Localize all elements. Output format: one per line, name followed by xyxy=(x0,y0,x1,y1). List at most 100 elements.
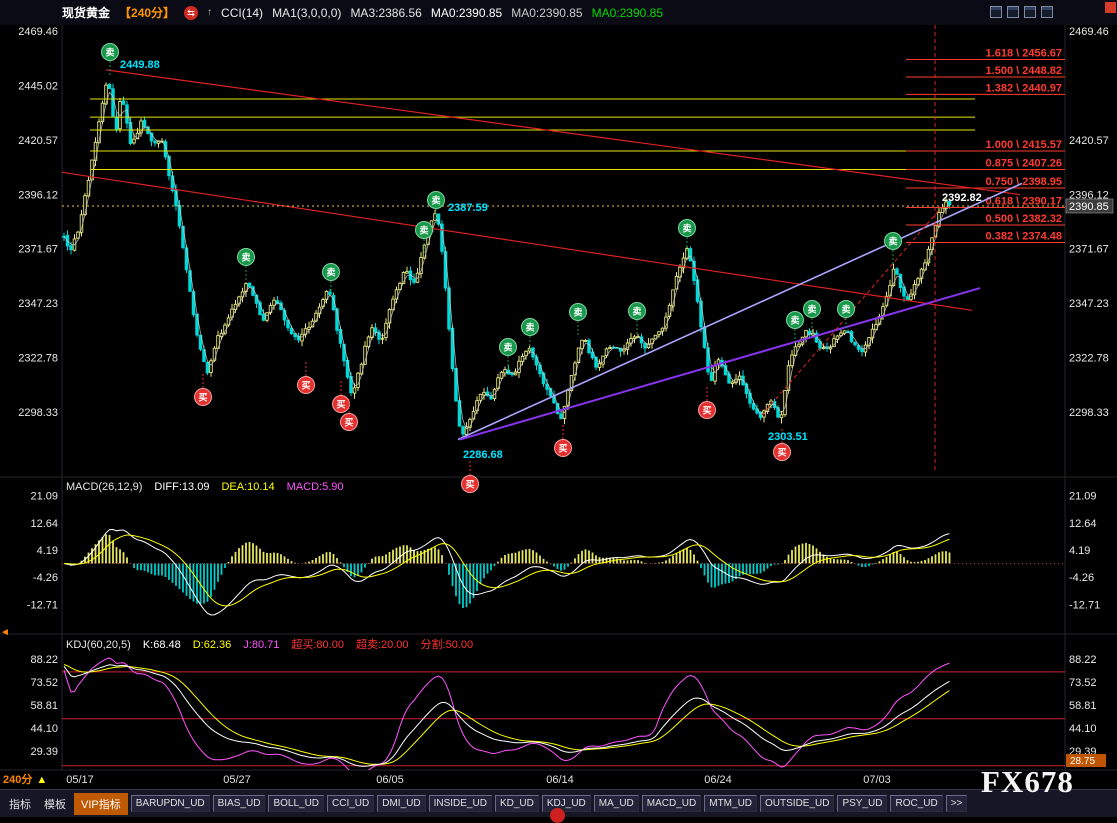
tab-macd_ud[interactable]: MACD_UD xyxy=(642,795,701,812)
taskbar-red-dot[interactable] xyxy=(550,808,565,823)
tab-dmi_ud[interactable]: DMI_UD xyxy=(377,795,425,812)
tab-cci_ud[interactable]: CCI_UD xyxy=(327,795,374,812)
tab-ma_ud[interactable]: MA_UD xyxy=(594,795,639,812)
svg-text:2371.67: 2371.67 xyxy=(1069,244,1109,256)
svg-text:-4.26: -4.26 xyxy=(33,572,58,584)
tab-bias_ud[interactable]: BIAS_UD xyxy=(213,795,266,812)
svg-text:2420.57: 2420.57 xyxy=(1069,135,1109,147)
trade-markers: 卖卖卖卖卖卖卖卖卖卖卖卖卖卖买买买买买买买买 xyxy=(102,44,902,493)
fib-label: 0.500 \ 2382.32 xyxy=(986,213,1062,225)
svg-text:07/03: 07/03 xyxy=(863,774,891,786)
svg-text:2371.67: 2371.67 xyxy=(18,244,58,256)
svg-text:06/05: 06/05 xyxy=(376,774,404,786)
close-icon[interactable] xyxy=(1105,2,1116,13)
ma-label-3: MA0:2390.85 xyxy=(431,6,502,20)
ma-label-4: MA0:2390.85 xyxy=(511,6,582,20)
svg-text:2298.33: 2298.33 xyxy=(1069,407,1109,419)
menu-indicators[interactable]: 指标 xyxy=(4,794,36,814)
ma-label-2: MA3:2386.56 xyxy=(350,6,421,20)
tab-roc_ud[interactable]: ROC_UD xyxy=(890,795,942,812)
tab-barupdn_ud[interactable]: BARUPDN_UD xyxy=(131,795,210,812)
period-label: 【240分】 xyxy=(119,4,175,21)
trend-lines xyxy=(62,70,1022,440)
svg-text:-12.71: -12.71 xyxy=(1069,599,1100,611)
svg-text:29.39: 29.39 xyxy=(30,746,58,758)
period-axis-label: 240分▲ xyxy=(3,772,47,786)
window-layout-controls xyxy=(990,6,1053,18)
indicator-arrow-icon: ↑ xyxy=(207,7,212,18)
tab-boll_ud[interactable]: BOLL_UD xyxy=(268,795,324,812)
price-label: 2286.68 xyxy=(463,449,503,461)
tab-kdj_ud[interactable]: KDJ_UD xyxy=(542,795,591,812)
symbol-title: 现货黄金 xyxy=(62,4,110,21)
svg-text:卖: 卖 xyxy=(326,267,335,278)
svg-text:05/17: 05/17 xyxy=(66,774,94,786)
svg-text:卖: 卖 xyxy=(241,252,250,263)
panel-collapse-icon[interactable]: ◄ xyxy=(0,627,10,638)
svg-text:买: 买 xyxy=(702,406,711,416)
svg-text:卖: 卖 xyxy=(682,223,691,234)
svg-text:2298.33: 2298.33 xyxy=(18,407,58,419)
svg-text:2445.02: 2445.02 xyxy=(18,80,58,92)
fib-label: 0.750 \ 2398.95 xyxy=(986,176,1062,188)
price-label: 2392.82 xyxy=(942,192,982,204)
layout-icon-1[interactable] xyxy=(990,6,1002,18)
svg-text:2322.78: 2322.78 xyxy=(1069,353,1109,365)
svg-text:卖: 卖 xyxy=(431,195,440,206)
menu-templates[interactable]: 模板 xyxy=(39,794,71,814)
top-toolbar: 现货黄金 【240分】 ⇆ ↑ CCI(14) MA1(3,0,0,0)MA3:… xyxy=(0,0,1117,25)
svg-text:卖: 卖 xyxy=(573,307,582,318)
svg-text:44.10: 44.10 xyxy=(1069,723,1097,735)
fib-label: 0.382 \ 2374.48 xyxy=(986,231,1062,243)
ma-label-1: MA1(3,0,0,0) xyxy=(272,6,341,20)
fib-label: 0.875 \ 2407.26 xyxy=(986,158,1062,170)
svg-text:73.52: 73.52 xyxy=(1069,677,1097,689)
macd-title: MACD(26,12,9)DIFF:13.09DEA:10.14MACD:5.9… xyxy=(66,481,344,493)
svg-text:58.81: 58.81 xyxy=(30,700,58,712)
svg-text:2396.12: 2396.12 xyxy=(18,189,58,201)
svg-text:12.64: 12.64 xyxy=(1069,518,1097,530)
tab-outside_ud[interactable]: OUTSIDE_UD xyxy=(760,795,834,812)
svg-text:06/14: 06/14 xyxy=(546,774,574,786)
tab-vip-active[interactable]: VIP指标 xyxy=(74,793,128,815)
tabs-more-button[interactable]: >> xyxy=(946,795,968,812)
macd-y-axis: 21.0921.0912.6412.644.194.19-4.26-4.26-1… xyxy=(27,491,1100,612)
svg-text:2347.23: 2347.23 xyxy=(18,298,58,310)
svg-text:06/24: 06/24 xyxy=(704,774,732,786)
price-label: 2449.88 xyxy=(120,59,160,71)
chart-canvas[interactable]: 1.618 \ 2456.671.500 \ 2448.821.382 \ 24… xyxy=(0,0,1117,789)
x-axis-dates: 05/17 05/27 06/05 06/14 06/24 07/03 xyxy=(66,774,891,786)
svg-text:2469.46: 2469.46 xyxy=(18,26,58,38)
svg-text:88.22: 88.22 xyxy=(1069,654,1097,666)
layout-icon-3[interactable] xyxy=(1024,6,1036,18)
svg-text:-12.71: -12.71 xyxy=(27,599,58,611)
fib-label: 1.618 \ 2456.67 xyxy=(986,48,1062,60)
svg-text:卖: 卖 xyxy=(503,342,512,353)
tab-mtm_ud[interactable]: MTM_UD xyxy=(704,795,757,812)
link-icon[interactable]: ⇆ xyxy=(184,6,198,20)
price-label: 2387.59 xyxy=(448,202,488,214)
tab-psy_ud[interactable]: PSY_UD xyxy=(837,795,887,812)
svg-text:买: 买 xyxy=(336,400,345,410)
tab-kd_ud[interactable]: KD_UD xyxy=(495,795,539,812)
layout-icon-4[interactable] xyxy=(1041,6,1053,18)
ma-labels-group: MA1(3,0,0,0) MA3:2386.56 MA0:2390.85 MA0:23… xyxy=(272,6,672,20)
ma3-line xyxy=(64,92,950,429)
svg-text:21.09: 21.09 xyxy=(1069,491,1097,503)
macd-histogram xyxy=(64,534,950,608)
kdj-title: KDJ(60,20,5)K:68.48D:62.36J:80.71超买:80.0… xyxy=(66,637,473,651)
svg-text:卖: 卖 xyxy=(419,225,428,236)
kdj-k-line xyxy=(64,665,950,767)
price-label: 2303.51 xyxy=(768,431,808,443)
svg-text:05/27: 05/27 xyxy=(223,774,251,786)
svg-text:88.22: 88.22 xyxy=(30,654,58,666)
layout-icon-2[interactable] xyxy=(1007,6,1019,18)
svg-text:2469.46: 2469.46 xyxy=(1069,26,1109,38)
svg-text:-4.26: -4.26 xyxy=(1069,572,1094,584)
svg-text:2322.78: 2322.78 xyxy=(18,353,58,365)
svg-text:买: 买 xyxy=(344,418,353,428)
panel-frame xyxy=(0,25,1117,770)
fib-label: 1.382 \ 2440.97 xyxy=(986,82,1062,94)
svg-text:买: 买 xyxy=(301,381,310,391)
tab-inside_ud[interactable]: INSIDE_UD xyxy=(429,795,492,812)
